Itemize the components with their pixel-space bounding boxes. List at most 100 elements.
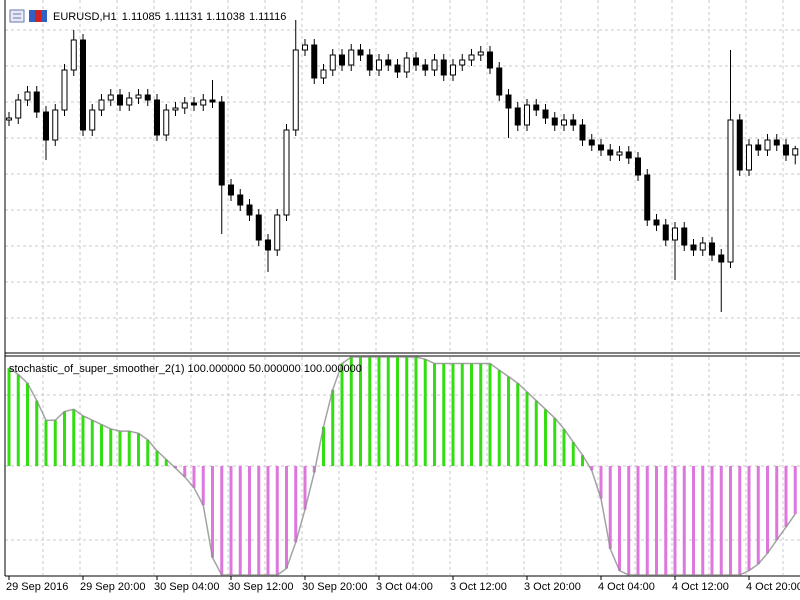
candle-body <box>783 144 789 156</box>
candle-body <box>89 109 96 131</box>
candle-body <box>764 139 771 151</box>
candle-body <box>746 144 752 171</box>
candle-body <box>376 59 382 71</box>
candle-body <box>218 101 225 186</box>
candle-body <box>736 119 743 171</box>
candle-body <box>755 144 762 151</box>
candle-body <box>98 99 105 111</box>
last-low: 1.11038 <box>206 11 245 23</box>
candle-body <box>533 104 540 111</box>
candle-body <box>524 104 530 126</box>
candle-body <box>246 204 253 216</box>
candle-body <box>70 39 77 71</box>
candle-body <box>579 124 586 141</box>
candle-body <box>274 214 281 251</box>
candle-body <box>52 109 59 141</box>
candle-body <box>209 99 216 103</box>
candle-body <box>107 94 114 101</box>
candle-body <box>6 117 12 121</box>
candle-body <box>302 44 308 51</box>
candle-body <box>635 157 641 176</box>
candle-body <box>135 94 142 99</box>
x-tick-label: 3 Oct 04:00 <box>376 581 433 593</box>
candle-body <box>24 91 31 101</box>
icon <box>41 10 47 22</box>
candle-body <box>15 99 22 119</box>
candle-body <box>662 224 669 241</box>
candle-body <box>200 99 207 106</box>
marks <box>6 20 799 580</box>
chart-header: EURUSD,H1 1.11085 1.11131 1.11038 1.11116 <box>53 11 286 23</box>
candle-body <box>43 111 49 141</box>
x-tick-label: 30 Sep 04:00 <box>154 581 219 593</box>
candle-body <box>181 102 188 109</box>
candle-body <box>339 54 345 66</box>
candle-body <box>228 184 234 196</box>
candle-body <box>144 94 151 101</box>
candle-body <box>672 227 678 241</box>
x-tick-label: 4 Oct 20:00 <box>746 581 800 593</box>
candle-body <box>709 242 715 256</box>
candle-body <box>255 214 262 241</box>
candle-body <box>61 69 68 111</box>
candle-body <box>542 109 549 119</box>
icon <box>9 9 25 23</box>
candle-body <box>718 254 725 263</box>
candle-body <box>348 49 355 66</box>
icon <box>35 10 41 22</box>
candle-body <box>237 194 244 206</box>
last-high: 1.11131 <box>165 11 203 23</box>
x-tick-label: 3 Oct 20:00 <box>524 581 581 593</box>
candle-body <box>699 242 706 251</box>
candle-body <box>653 219 660 226</box>
candle-body <box>792 148 799 156</box>
candle-body <box>320 69 327 79</box>
candle-body <box>496 67 503 96</box>
candle-body <box>431 59 438 71</box>
x-tick-label: 4 Oct 04:00 <box>598 581 655 593</box>
candle-body <box>644 174 651 221</box>
candle-body <box>172 107 179 111</box>
indicator-title: stochastic_of_super_smoother_2(1) 100.00… <box>9 363 362 375</box>
candle-body <box>357 49 364 56</box>
x-tick-label: 3 Oct 12:00 <box>450 581 507 593</box>
candle-body <box>117 94 123 106</box>
candle-body <box>191 102 197 106</box>
candle-body <box>468 54 475 61</box>
candle-body <box>163 109 170 136</box>
candle-body <box>329 54 336 71</box>
x-tick-label: 4 Oct 12:00 <box>672 581 729 593</box>
candle-body <box>311 44 318 79</box>
candle-body <box>413 57 419 66</box>
candle-body <box>292 49 299 131</box>
candle-body <box>154 99 160 136</box>
candle-body <box>283 129 290 216</box>
candle-body <box>681 227 688 246</box>
candle-body <box>616 151 623 156</box>
x-tick-label: 30 Sep 12:00 <box>228 581 293 593</box>
candle-body <box>385 59 392 66</box>
x-tick-label: 29 Sep 2016 <box>6 581 68 593</box>
last-open: 1.11085 <box>122 11 161 23</box>
candle-body <box>33 91 40 113</box>
candle-body <box>625 151 632 159</box>
candle-body <box>551 117 558 126</box>
candle-body <box>80 39 86 131</box>
candle-body <box>588 139 595 146</box>
candle-body <box>477 51 484 56</box>
indicator-line <box>8 356 796 576</box>
candle-body <box>450 64 456 76</box>
candle-body <box>727 119 734 263</box>
candle-body <box>487 51 493 69</box>
x-tick-label: 30 Sep 20:00 <box>302 581 367 593</box>
candle-body <box>459 59 466 66</box>
candle-body <box>505 94 512 109</box>
candle-body <box>561 119 567 126</box>
candle-body <box>422 64 429 71</box>
candle-body <box>607 149 614 156</box>
candle-body <box>598 144 604 151</box>
candle-body <box>265 239 271 251</box>
grid <box>5 0 800 575</box>
toolbar-icons <box>9 9 47 23</box>
